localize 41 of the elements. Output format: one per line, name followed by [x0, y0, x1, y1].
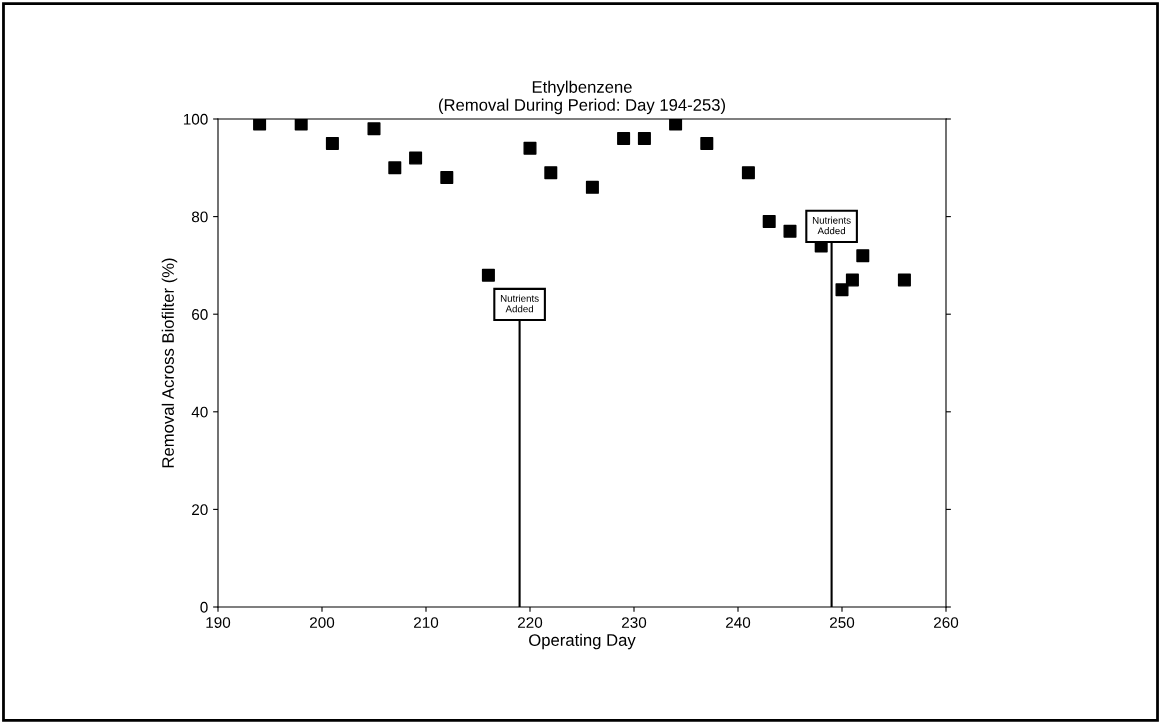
point	[253, 119, 267, 131]
point	[845, 273, 859, 287]
point	[669, 119, 683, 131]
point	[388, 161, 402, 175]
point	[409, 151, 423, 165]
point	[897, 273, 911, 287]
point	[325, 136, 339, 150]
point	[367, 122, 381, 136]
x-tick-label: 210	[414, 617, 439, 628]
point	[481, 268, 495, 282]
point	[637, 132, 651, 146]
y-tick-label: 60	[192, 309, 208, 320]
point	[544, 166, 558, 180]
x-axis-title: Operating Day	[529, 633, 636, 650]
x-tick-label: 220	[518, 617, 543, 628]
point	[835, 283, 849, 297]
y-tick-label: 100	[183, 113, 208, 125]
x-tick-label: 230	[622, 617, 647, 628]
x-tick-label: 200	[310, 617, 335, 628]
y-tick-label: 0	[200, 601, 208, 613]
point	[440, 171, 454, 185]
point	[783, 224, 797, 238]
x-tick-label: 240	[726, 617, 751, 628]
y-tick-label: 80	[191, 211, 208, 223]
y-axis-title: Removal Across Biofilter (%)	[161, 258, 178, 468]
ref-line-label: Nutrients Added	[500, 294, 539, 313]
x-tick-label: 250	[830, 617, 855, 628]
point	[523, 141, 537, 155]
point	[585, 180, 599, 194]
point	[856, 249, 870, 263]
x-tick-label: 260	[934, 617, 959, 628]
point	[741, 166, 755, 180]
ref-line-label: Nutrients Added	[812, 216, 851, 235]
y-tick-label: 40	[191, 406, 208, 418]
x-tick-label: 190	[206, 617, 231, 628]
point	[294, 119, 308, 131]
chart-title: Ethylbenzene (Removal During Period: Day 194-253)	[439, 80, 726, 115]
y-tick-label: 20	[192, 504, 208, 516]
point	[762, 214, 776, 228]
point	[617, 132, 631, 146]
point	[700, 136, 714, 150]
